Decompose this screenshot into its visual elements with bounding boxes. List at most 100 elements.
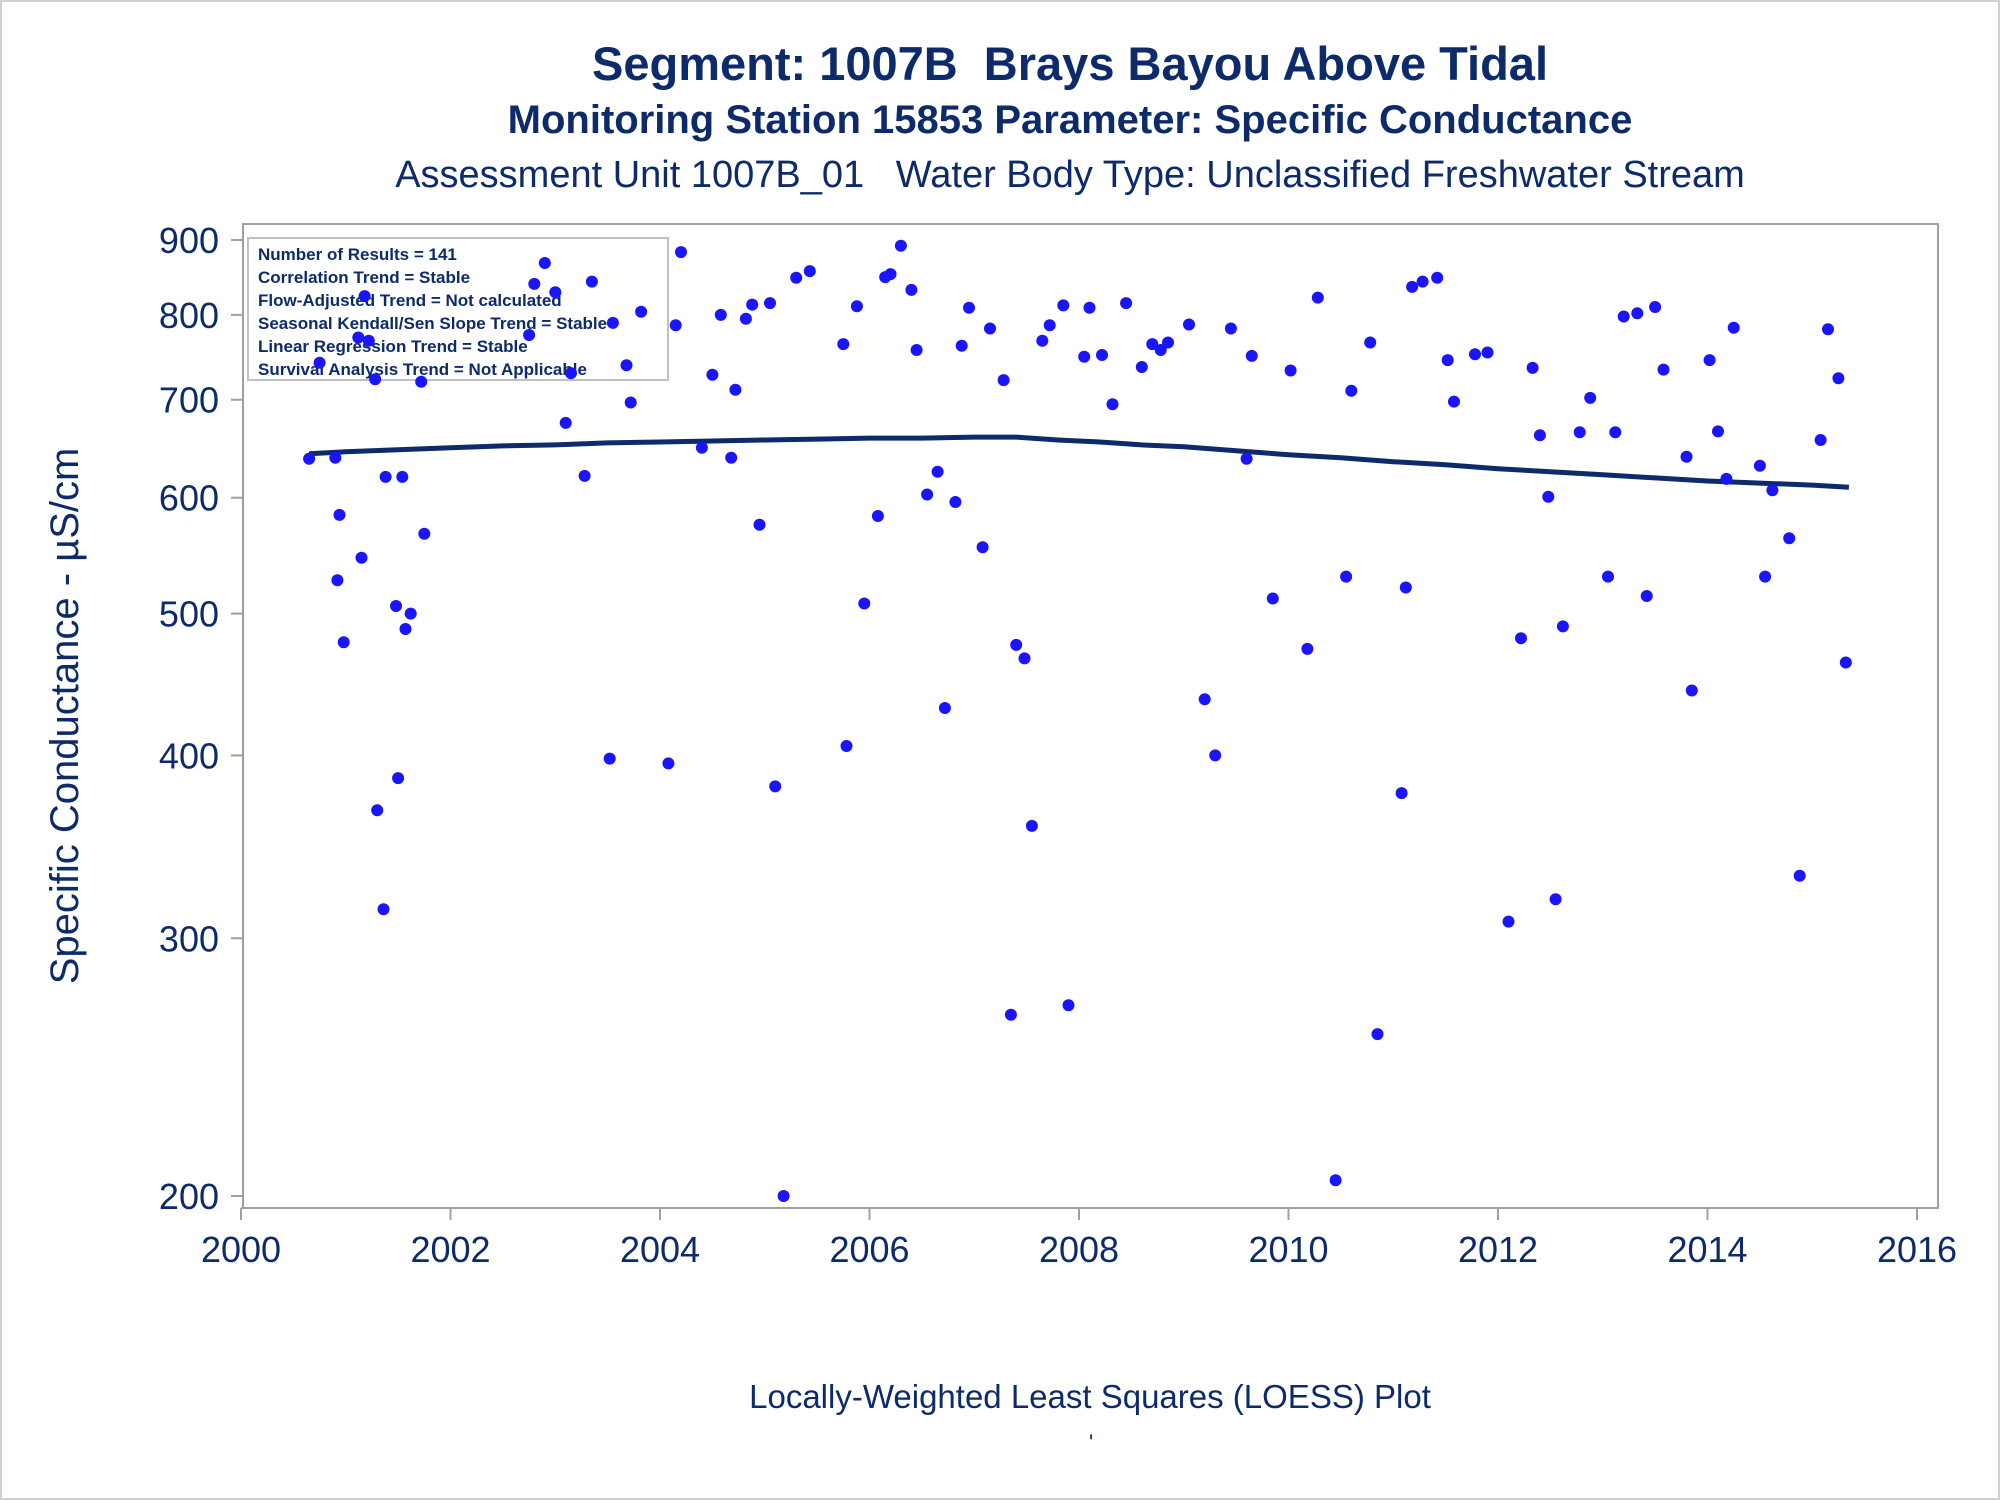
data-point bbox=[1649, 301, 1662, 313]
loess-line bbox=[308, 434, 1850, 490]
data-point bbox=[1584, 391, 1597, 404]
data-point bbox=[938, 702, 951, 714]
data-point bbox=[1399, 581, 1412, 594]
data-point bbox=[1481, 346, 1494, 359]
y-tick-label: 300 bbox=[159, 918, 219, 959]
data-point bbox=[1329, 1174, 1342, 1187]
stats-box-border bbox=[247, 237, 669, 381]
data-point bbox=[790, 271, 803, 284]
x-tick-label: 2006 bbox=[829, 1229, 909, 1270]
data-point bbox=[729, 383, 742, 396]
y-tick-label: 900 bbox=[159, 220, 219, 261]
data-point bbox=[1266, 592, 1279, 605]
data-point bbox=[1096, 349, 1108, 361]
data-point bbox=[1183, 318, 1195, 331]
data-point bbox=[1542, 490, 1555, 503]
data-point bbox=[997, 374, 1010, 387]
data-point bbox=[1680, 450, 1693, 463]
data-point bbox=[984, 322, 996, 335]
stats-line: Flow-Adjusted Trend = Not calculated bbox=[258, 291, 562, 310]
data-point bbox=[415, 375, 428, 388]
data-point bbox=[1640, 590, 1653, 602]
y-axis-title: Specific Conductance - µS/cm bbox=[43, 448, 87, 985]
x-axis: 2000 2002 2004 2006 2008 2010 2012 2014 2016 bbox=[201, 1207, 1957, 1270]
data-point bbox=[746, 298, 759, 311]
data-point bbox=[1224, 322, 1237, 335]
data-point bbox=[1814, 434, 1827, 446]
stats-box: Number of Results = 141 Correlation Trend… bbox=[247, 237, 669, 381]
data-point bbox=[528, 277, 541, 290]
data-point bbox=[1502, 915, 1515, 928]
plot-footnote: Locally-Weighted Least Squares (LOESS) P… bbox=[749, 1378, 1431, 1415]
stats-line: Number of Results = 141 bbox=[258, 245, 457, 264]
data-point bbox=[1533, 429, 1546, 442]
data-point bbox=[523, 329, 536, 341]
data-point bbox=[399, 623, 412, 635]
data-point bbox=[1720, 472, 1733, 485]
data-point bbox=[706, 368, 719, 381]
data-point bbox=[1345, 384, 1358, 397]
data-point bbox=[331, 574, 344, 587]
data-point bbox=[369, 373, 382, 386]
data-point bbox=[578, 469, 591, 482]
x-tick-label: 2002 bbox=[410, 1229, 490, 1270]
data-point bbox=[1284, 364, 1297, 377]
data-point bbox=[559, 416, 572, 429]
x-tick-label: 2016 bbox=[1877, 1229, 1957, 1270]
stats-line: Seasonal Kendall/Sen Slope Trend = Stabl… bbox=[258, 314, 607, 333]
chart-subtitle: Monitoring Station 15853 Parameter: Spec… bbox=[507, 98, 1633, 142]
data-point bbox=[1657, 363, 1670, 376]
data-point bbox=[777, 1190, 790, 1202]
chart-subtitle-2: Assessment Unit 1007B_01 Water Body Type… bbox=[395, 154, 1745, 196]
y-tick-label: 700 bbox=[159, 380, 219, 421]
data-point bbox=[850, 300, 863, 313]
loess-layer bbox=[308, 434, 1850, 490]
points-layer bbox=[303, 239, 1852, 1202]
data-point bbox=[1018, 652, 1031, 665]
data-point bbox=[390, 600, 402, 612]
data-point bbox=[1245, 349, 1258, 362]
data-point bbox=[949, 496, 962, 508]
data-point bbox=[858, 597, 871, 610]
data-point bbox=[884, 268, 897, 281]
y-tick-label: 800 bbox=[159, 295, 219, 336]
data-point bbox=[549, 286, 562, 299]
data-point bbox=[1010, 638, 1023, 651]
data-point bbox=[1441, 354, 1454, 367]
data-point bbox=[1154, 344, 1167, 356]
data-point bbox=[1301, 642, 1314, 655]
data-point bbox=[963, 301, 975, 314]
data-point bbox=[329, 451, 342, 464]
data-point bbox=[1448, 395, 1460, 408]
data-point bbox=[1602, 570, 1614, 583]
data-point bbox=[921, 488, 934, 501]
data-point bbox=[837, 338, 850, 351]
data-point bbox=[769, 780, 782, 793]
data-point bbox=[1685, 684, 1698, 697]
data-point bbox=[1822, 323, 1834, 336]
data-point bbox=[1727, 321, 1740, 334]
data-point bbox=[404, 607, 417, 620]
data-point bbox=[1198, 693, 1211, 706]
x-tick-label: 2004 bbox=[620, 1229, 700, 1270]
data-point bbox=[1106, 398, 1119, 411]
data-point bbox=[1120, 297, 1133, 310]
data-point bbox=[695, 441, 708, 454]
data-point bbox=[725, 451, 738, 464]
data-point bbox=[1057, 299, 1070, 312]
data-point bbox=[1340, 570, 1353, 583]
data-point bbox=[1783, 532, 1796, 545]
data-point bbox=[1395, 787, 1408, 800]
data-point bbox=[606, 316, 619, 329]
data-point bbox=[1431, 271, 1444, 284]
data-point bbox=[1364, 336, 1377, 349]
x-tick-label: 2010 bbox=[1248, 1229, 1328, 1270]
data-point bbox=[355, 551, 368, 564]
x-tick-label: 2012 bbox=[1458, 1229, 1538, 1270]
data-point bbox=[1703, 354, 1716, 367]
y-axis: 200 300 400 500 600 700 800 900 bbox=[159, 220, 244, 1217]
data-point bbox=[1083, 301, 1096, 314]
data-point bbox=[418, 527, 431, 540]
data-point bbox=[620, 359, 633, 372]
data-point bbox=[714, 308, 727, 321]
